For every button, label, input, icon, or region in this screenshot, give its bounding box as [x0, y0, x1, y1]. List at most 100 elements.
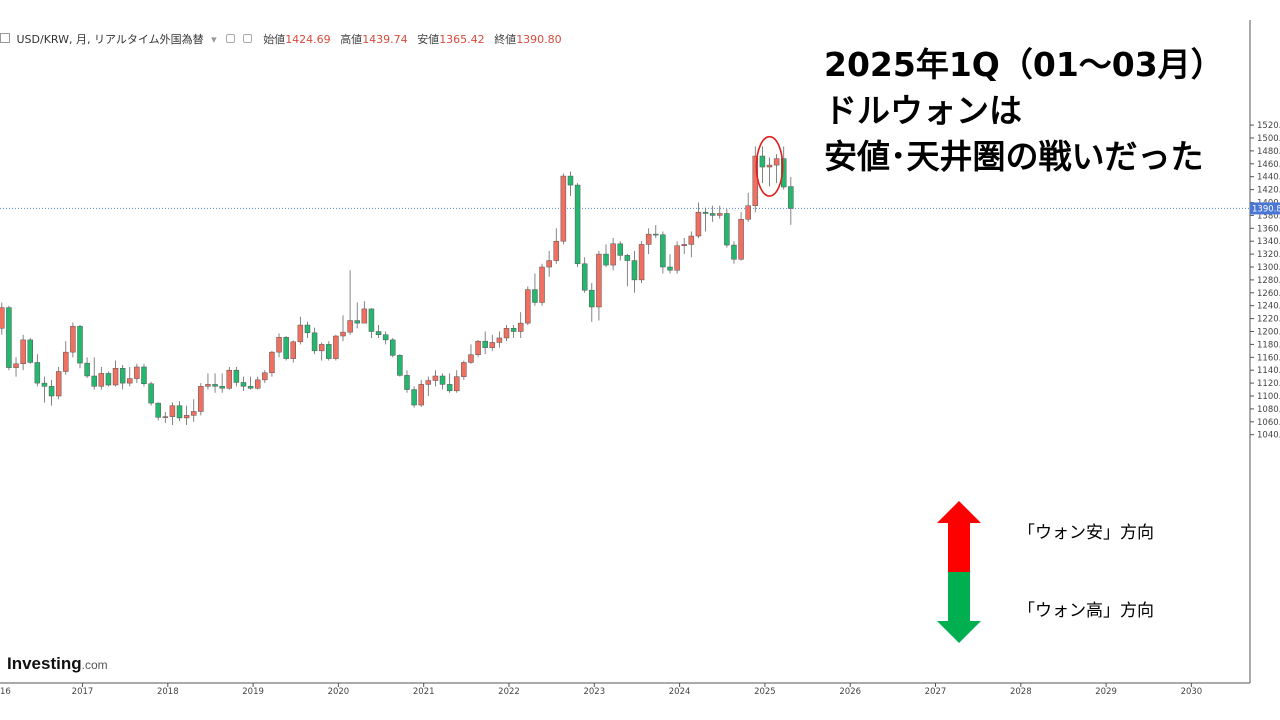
y-tick-label: 1380.0: [1257, 211, 1280, 221]
dropdown-icon[interactable]: ▾: [211, 32, 217, 46]
candle: [20, 334, 26, 371]
x-tick-label: 2022: [498, 687, 520, 697]
candle-body: [731, 244, 737, 260]
candle-body: [681, 244, 687, 246]
y-tick-label: 1120.0: [1257, 379, 1280, 389]
y-tick-label: 1340.0: [1257, 237, 1280, 247]
close-value: 1390.80: [516, 32, 562, 46]
candle-body: [411, 389, 417, 406]
candle-body: [610, 243, 616, 266]
candle-body: [77, 326, 83, 364]
candle: [624, 254, 631, 287]
candle: [731, 241, 737, 264]
candle: [27, 337, 33, 364]
y-tick-label: 1240.0: [1257, 302, 1280, 312]
candle-body: [567, 175, 574, 186]
current-price-label: 1390.8: [1252, 204, 1280, 214]
y-tick-label: 1360.0: [1257, 224, 1280, 234]
candle: [617, 241, 623, 261]
candle-body: [780, 158, 787, 188]
candle-body: [276, 337, 282, 353]
open-label: 始値: [263, 33, 286, 46]
candle-body: [119, 368, 126, 384]
candle-body: [709, 213, 716, 216]
candle-body: [269, 351, 275, 374]
candle: [517, 312, 524, 338]
candle: [0, 302, 5, 335]
annotation-line-2: ドルウォンは: [824, 91, 1022, 130]
y-tick-label: 1460.0: [1257, 160, 1280, 170]
logo-main: Investing: [7, 654, 82, 673]
candle-body: [48, 386, 55, 397]
high-value: 1439.74: [362, 32, 408, 46]
candle-body: [41, 382, 48, 387]
candle-body: [226, 369, 233, 389]
y-tick-label: 1100.0: [1257, 392, 1280, 402]
x-tick-label: 2018: [157, 687, 179, 697]
candle: [247, 376, 254, 390]
candle-body: [468, 354, 474, 363]
y-tick-label: 1160.0: [1257, 353, 1280, 363]
candle-body: [702, 211, 709, 214]
candle-body: [55, 371, 62, 397]
y-tick-label: 1440.0: [1257, 173, 1280, 183]
investing-logo[interactable]: Investing.com: [7, 654, 108, 674]
candle-body: [645, 233, 652, 245]
candle-body: [318, 344, 325, 352]
candle-body: [589, 289, 595, 308]
candle: [560, 173, 567, 245]
candle: [418, 379, 424, 407]
candle-body: [340, 331, 346, 337]
close-icon[interactable]: [242, 33, 252, 43]
y-tick-label: 1420.0: [1257, 186, 1280, 196]
symbol-label[interactable]: USD/KRW, 月, リアルタイム外国為替: [16, 33, 204, 46]
y-tick-label: 1500.0: [1257, 134, 1280, 144]
candle-body: [27, 339, 33, 363]
candle-body: [63, 351, 69, 372]
candle: [468, 344, 474, 364]
candle: [589, 283, 595, 322]
candle-body: [759, 155, 766, 168]
settings-icon[interactable]: [226, 33, 236, 43]
y-tick-label: 1060.0: [1257, 418, 1280, 428]
candle: [702, 207, 709, 232]
candle-body: [560, 175, 567, 242]
y-axis: 1040.0 1060.0 1080.0 1100.0 1120.0 1140.0 1160…: [1249, 20, 1280, 683]
low-value: 1365.42: [439, 32, 485, 46]
candle: [439, 373, 446, 390]
candle-body: [84, 362, 90, 377]
candle: [653, 225, 659, 238]
candle: [788, 176, 794, 225]
candle-body: [453, 376, 460, 392]
candle-body: [368, 308, 375, 332]
candle: [404, 370, 410, 393]
candle-body: [134, 366, 140, 379]
candle: [297, 316, 304, 345]
candle-body: [347, 320, 353, 333]
candle-body: [311, 332, 318, 352]
candle: [354, 302, 360, 329]
candle-body: [262, 372, 268, 381]
candle: [326, 341, 332, 361]
candle-body: [155, 402, 161, 418]
candle-body: [738, 219, 744, 260]
candle: [738, 212, 744, 261]
annotation-line-1: 2025年1Q（01～03月）: [824, 45, 1224, 84]
candle: [141, 363, 147, 387]
candle: [34, 354, 41, 387]
candle-body: [34, 362, 41, 384]
candle-body: [240, 382, 247, 387]
candle-body: [489, 342, 496, 348]
candle-body: [788, 186, 794, 209]
candle: [212, 373, 218, 393]
y-tick-label: 1140.0: [1257, 366, 1280, 376]
candle-body: [425, 380, 432, 385]
candle-body: [674, 245, 680, 271]
candle-body: [517, 322, 524, 332]
candle: [638, 241, 645, 284]
candle-body: [141, 366, 147, 384]
candle-body: [304, 324, 311, 334]
collapse-icon[interactable]: [0, 33, 10, 43]
candle-body: [432, 375, 439, 381]
